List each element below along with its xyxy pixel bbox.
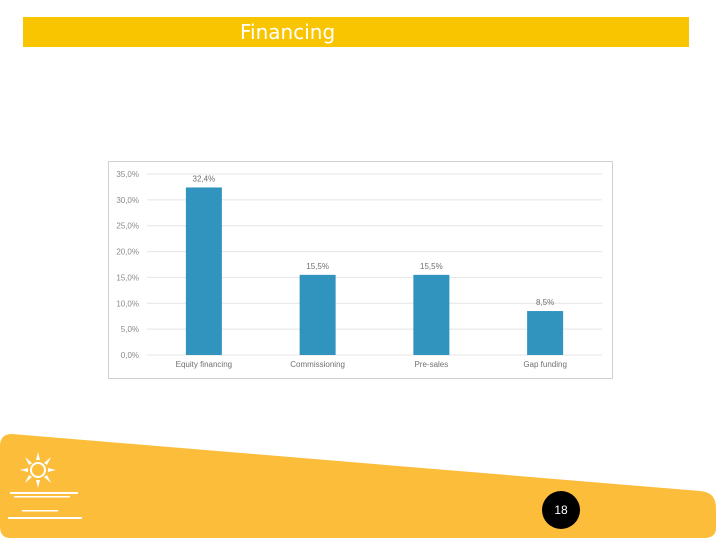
page-title: Financing [240,20,336,44]
logo-mark [8,452,82,519]
bar [527,311,564,355]
y-tick-label: 30,0% [116,196,139,205]
y-tick-label: 35,0% [116,170,139,179]
y-tick-label: 10,0% [116,299,139,308]
data-label: 15,5% [420,262,443,271]
title-bar: Financing [23,17,689,47]
footer-band [0,434,716,538]
x-tick-label: Gap funding [523,360,567,369]
y-tick-label: 20,0% [116,248,139,257]
x-tick-label: Commissioning [290,360,345,369]
y-tick-label: 25,0% [116,222,139,231]
data-label: 8,5% [536,298,554,307]
bar [299,274,336,355]
chart-frame: 0,0% 5,0% 10,0% 15,0% 20,0% 25,0% 30,0% 35,0% 3… [108,161,613,379]
bar [413,274,450,355]
x-tick-label: Pre-sales [414,360,448,369]
y-tick-label: 0,0% [121,351,139,360]
data-label: 32,4% [193,174,216,183]
x-tick-label: Equity financing [176,360,232,369]
page-number: 18 [554,503,568,517]
page-number-badge: 18 [542,491,580,529]
y-tick-label: 15,0% [116,273,139,282]
y-tick-label: 5,0% [121,325,139,334]
bar [185,187,222,355]
bar-chart: 0,0% 5,0% 10,0% 15,0% 20,0% 25,0% 30,0% 35,0% 3… [116,170,602,369]
data-label: 15,5% [306,262,329,271]
